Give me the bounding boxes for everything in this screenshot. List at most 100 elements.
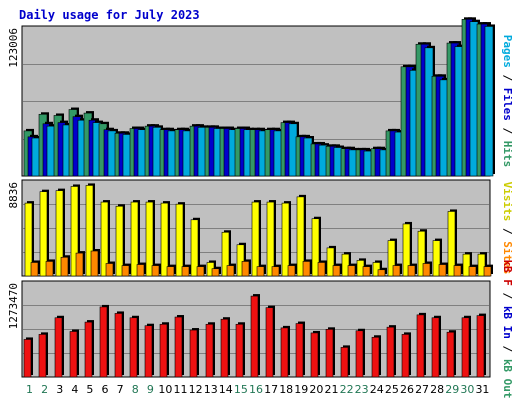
- bar-visits-sites-day-2: [45, 261, 54, 277]
- day-label-25: 25: [385, 383, 399, 396]
- day-label-29: 29: [445, 383, 459, 396]
- bar-visits-sites-day-12: [196, 266, 205, 277]
- bar-kbytes-kb-f-day-30: [461, 317, 470, 378]
- panel-visits-ymax-label: 8836: [7, 182, 20, 209]
- bar-visits-visits-day-12: [190, 219, 199, 277]
- bar-visits-visits-day-31: [477, 253, 486, 277]
- day-labels: 1 2 3 4 5 6 7 8 9 10 11 12 13 14 15 16 17 18 19 20 21 22 23 24 2…: [26, 383, 489, 396]
- bar-kbytes-kb-f-day-15: [235, 323, 244, 378]
- day-label-4: 4: [71, 383, 78, 396]
- bar-kbytes-kb-f-day-1: [23, 339, 32, 378]
- side-label-segment: /: [501, 286, 512, 306]
- bar-kbytes-kb-f-day-20: [310, 332, 319, 378]
- chart-panels: 123006 Pages / Files / Hits 8836 Visits / S…: [7, 17, 512, 399]
- bar-kbytes-kb-f-day-7: [114, 313, 123, 378]
- bar-visits-visits-day-21: [326, 247, 335, 277]
- day-label-23: 23: [355, 383, 369, 396]
- bar-kbytes-kb-f-day-23: [355, 330, 364, 378]
- bar-visits-visits-day-5: [85, 185, 94, 277]
- bar-visits-visits-day-7: [115, 205, 124, 277]
- bar-kbytes-kb-f-day-5: [84, 321, 93, 378]
- side-label-segment: kB Out: [501, 359, 512, 399]
- side-label-segment: Visits: [501, 182, 512, 222]
- bar-kbytes-kb-f-day-29: [446, 331, 455, 378]
- panel-kbytes-side-label: kB F / kB In / kB Out: [501, 259, 512, 398]
- day-label-16: 16: [249, 383, 263, 396]
- side-label-segment: /: [501, 339, 512, 359]
- bar-visits-sites-day-16: [256, 266, 265, 277]
- day-label-14: 14: [219, 383, 233, 396]
- bar-visits-sites-day-18: [287, 265, 296, 277]
- day-label-1: 1: [26, 383, 33, 396]
- bar-hits-pages-day-31: [484, 26, 494, 177]
- day-label-22: 22: [340, 383, 354, 396]
- day-label-10: 10: [158, 383, 172, 396]
- bar-visits-sites-day-4: [75, 252, 84, 277]
- side-label-segment: Files: [501, 88, 512, 121]
- side-label-segment: Hits: [501, 141, 512, 168]
- day-label-19: 19: [294, 383, 308, 396]
- bar-visits-visits-day-6: [100, 201, 109, 277]
- panel-hits: 123006 Pages / Files / Hits: [7, 17, 512, 177]
- day-label-8: 8: [132, 383, 139, 396]
- bar-kbytes-kb-f-day-22: [340, 347, 349, 378]
- bar-visits-visits-day-3: [55, 190, 64, 277]
- bar-visits-sites-day-3: [60, 256, 69, 277]
- bar-visits-visits-day-11: [175, 203, 184, 277]
- bar-visits-sites-day-8: [136, 264, 145, 277]
- bar-visits-visits-day-20: [311, 218, 320, 277]
- day-label-18: 18: [279, 383, 293, 396]
- bar-visits-visits-day-19: [296, 196, 305, 277]
- bar-kbytes-kb-f-day-26: [401, 334, 410, 378]
- bar-kbytes-kb-f-day-16: [250, 295, 259, 378]
- day-label-31: 31: [475, 383, 489, 396]
- day-label-12: 12: [189, 383, 203, 396]
- bar-visits-sites-day-7: [121, 265, 130, 277]
- panel-kbytes: 1273470 kB F / kB In / kB Out: [7, 259, 512, 398]
- bar-visits-visits-day-16: [251, 201, 260, 277]
- bar-kbytes-kb-f-day-21: [325, 329, 334, 378]
- bar-visits-visits-day-22: [341, 253, 350, 277]
- bar-visits-visits-day-1: [24, 202, 33, 277]
- bar-visits-sites-day-20: [317, 262, 326, 277]
- bar-kbytes-kb-f-day-14: [220, 318, 229, 378]
- bar-kbytes-kb-f-day-8: [129, 317, 138, 378]
- bar-visits-sites-day-15: [241, 261, 250, 277]
- bar-visits-sites-day-17: [271, 266, 280, 277]
- day-label-28: 28: [430, 383, 444, 396]
- bar-kbytes-kb-f-day-9: [144, 325, 153, 378]
- bar-visits-sites-day-30: [468, 266, 477, 277]
- day-label-9: 9: [147, 383, 154, 396]
- bar-visits-visits-day-10: [160, 202, 169, 277]
- bar-visits-visits-day-18: [281, 202, 290, 277]
- day-label-21: 21: [324, 383, 338, 396]
- bar-kbytes-kb-f-day-2: [38, 334, 47, 378]
- side-label-segment: Pages: [501, 35, 512, 68]
- day-label-5: 5: [86, 383, 93, 396]
- day-label-7: 7: [117, 383, 124, 396]
- bar-visits-sites-day-23: [362, 266, 371, 277]
- bar-kbytes-kb-f-day-6: [99, 306, 108, 378]
- bar-kbytes-kb-f-day-17: [265, 307, 274, 378]
- bar-visits-visits-day-4: [70, 186, 79, 277]
- day-label-2: 2: [41, 383, 48, 396]
- panel-kbytes-ymax-label: 1273470: [7, 283, 20, 329]
- bar-visits-visits-day-9: [145, 201, 154, 277]
- day-label-17: 17: [264, 383, 278, 396]
- day-label-15: 15: [234, 383, 248, 396]
- panel-visits-side-label: Visits / Sites: [501, 182, 512, 275]
- bar-visits-visits-day-8: [130, 201, 139, 277]
- bar-visits-sites-day-24: [377, 269, 386, 277]
- bar-kbytes-kb-f-day-27: [416, 314, 425, 378]
- bar-kbytes-kb-f-day-4: [69, 331, 78, 378]
- bar-visits-sites-day-29: [453, 265, 462, 277]
- bar-visits-sites-day-22: [347, 265, 356, 277]
- bar-visits-sites-day-1: [30, 262, 39, 277]
- day-label-13: 13: [204, 383, 218, 396]
- day-label-24: 24: [370, 383, 384, 396]
- day-label-30: 30: [460, 383, 474, 396]
- bar-kbytes-kb-f-day-10: [159, 323, 168, 378]
- bar-visits-sites-day-31: [483, 266, 492, 277]
- bar-visits-sites-day-10: [166, 266, 175, 277]
